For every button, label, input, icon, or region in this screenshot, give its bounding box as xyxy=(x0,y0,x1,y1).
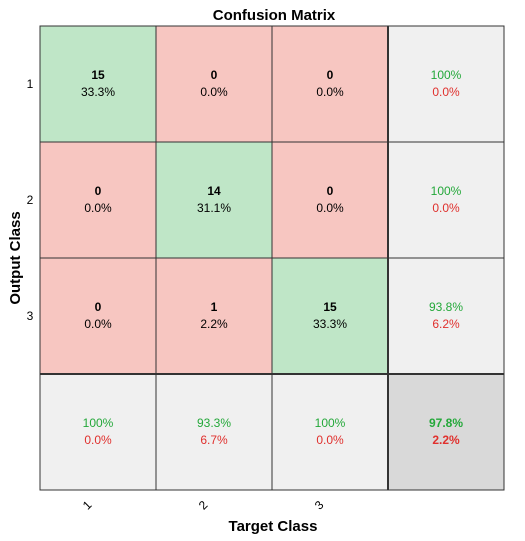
matrix-cell xyxy=(39,141,157,259)
matrix-cell xyxy=(271,373,389,491)
matrix-cell xyxy=(387,257,505,375)
matrix-cell xyxy=(271,141,389,259)
cell-percent: 2.2% xyxy=(200,317,228,331)
x-tick-label: 3 xyxy=(312,498,327,513)
cell-percent: 0.0% xyxy=(84,201,112,215)
matrix-cell xyxy=(155,257,273,375)
column-error: 0.0% xyxy=(316,433,344,447)
y-axis-label: Output Class xyxy=(7,211,24,304)
matrix-cell xyxy=(39,373,157,491)
chart-title: Confusion Matrix xyxy=(213,7,336,24)
overall-accuracy: 97.8% xyxy=(429,416,463,430)
cell-count: 0 xyxy=(211,68,218,82)
matrix-cell xyxy=(271,257,389,375)
x-tick-label: 1 xyxy=(80,498,95,513)
matrix-cell xyxy=(387,141,505,259)
matrix-cell xyxy=(39,257,157,375)
cell-count: 15 xyxy=(323,300,337,314)
row-error: 0.0% xyxy=(432,85,460,99)
row-precision: 100% xyxy=(431,184,462,198)
cell-percent: 0.0% xyxy=(84,317,112,331)
x-tick-label: 2 xyxy=(196,498,211,513)
row-precision: 100% xyxy=(431,68,462,82)
cell-percent: 33.3% xyxy=(81,85,115,99)
cell-percent: 33.3% xyxy=(313,317,347,331)
column-recall: 93.3% xyxy=(197,416,231,430)
row-error: 0.0% xyxy=(432,201,460,215)
cell-count: 0 xyxy=(95,184,102,198)
row-precision: 93.8% xyxy=(429,300,463,314)
cell-count: 0 xyxy=(327,68,334,82)
column-recall: 100% xyxy=(315,416,346,430)
matrix-cell xyxy=(155,25,273,143)
matrix-cell xyxy=(271,25,389,143)
matrix-cell xyxy=(39,25,157,143)
y-tick-label: 1 xyxy=(27,77,34,91)
cell-count: 0 xyxy=(95,300,102,314)
x-axis-label: Target Class xyxy=(229,518,318,535)
column-recall: 100% xyxy=(83,416,114,430)
cell-count: 15 xyxy=(91,68,105,82)
matrix-cell xyxy=(387,373,505,491)
y-tick-label: 3 xyxy=(27,309,34,323)
cell-percent: 31.1% xyxy=(197,201,231,215)
cell-count: 0 xyxy=(327,184,334,198)
cell-count: 1 xyxy=(211,300,218,314)
y-tick-label: 2 xyxy=(27,193,34,207)
column-error: 0.0% xyxy=(84,433,112,447)
overall-error: 2.2% xyxy=(432,433,460,447)
matrix-cell xyxy=(155,373,273,491)
matrix-cell xyxy=(155,141,273,259)
cell-count: 14 xyxy=(207,184,221,198)
matrix-frame xyxy=(39,25,505,491)
cell-percent: 0.0% xyxy=(316,201,344,215)
matrix-cell xyxy=(387,25,505,143)
column-error: 6.7% xyxy=(200,433,228,447)
row-error: 6.2% xyxy=(432,317,460,331)
cell-percent: 0.0% xyxy=(200,85,228,99)
cell-percent: 0.0% xyxy=(316,85,344,99)
